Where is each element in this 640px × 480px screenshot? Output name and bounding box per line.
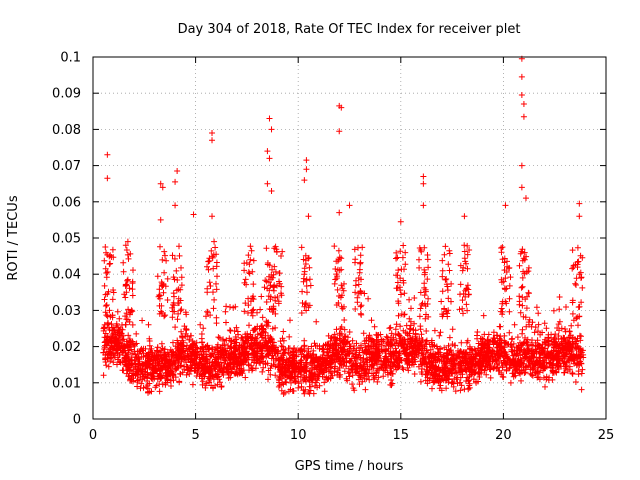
roti-outlier-point: [104, 175, 111, 182]
y-tick-label: 0.08: [52, 123, 81, 138]
roti-outlier-point: [190, 211, 197, 218]
roti-outlier-point: [336, 209, 343, 216]
roti-outlier-point: [157, 180, 164, 187]
roti-outlier-point: [102, 244, 109, 251]
roti-outlier-point: [518, 184, 525, 191]
y-tick-label: 0.09: [52, 87, 81, 102]
roti-outlier-point: [124, 238, 131, 245]
roti-outlier-point: [303, 166, 310, 173]
roti-outlier-point: [520, 113, 527, 120]
axis-ticks: [92, 56, 607, 420]
y-axis-label: ROTI / TECUs: [6, 195, 21, 280]
x-tick-label: 15: [393, 428, 410, 443]
roti-outlier-point: [268, 187, 275, 194]
x-axis-label: GPS time / hours: [295, 459, 404, 474]
y-tick-label: 0.04: [52, 268, 81, 283]
roti-outlier-point: [518, 162, 525, 169]
roti-outlier-point: [159, 184, 166, 191]
roti-outlier-point: [211, 238, 218, 245]
x-tick-label: 5: [191, 428, 199, 443]
roti-outlier-point: [104, 151, 111, 158]
roti-outlier-point: [268, 126, 275, 133]
roti-outlier-point: [174, 168, 181, 175]
roti-outlier-point: [420, 180, 427, 187]
roti-outlier-point: [209, 213, 216, 220]
y-tick-label: 0.05: [52, 232, 81, 247]
roti-outlier-point: [305, 213, 312, 220]
roti-outlier-point: [520, 101, 527, 108]
roti-outlier-point: [172, 178, 179, 185]
x-tick-label: 25: [598, 428, 615, 443]
tick-labels: 0 5 10 15 20 25 0 0.01 0.02 0.03 0.04 0.05 0.06 0.07 0…: [52, 51, 614, 444]
roti-outlier-point: [576, 200, 583, 207]
data-points: [100, 55, 587, 397]
x-tick-label: 20: [495, 428, 512, 443]
roti-outlier-point: [336, 128, 343, 135]
roti-outlier-point: [397, 218, 404, 225]
roti-outlier-point: [338, 104, 345, 111]
y-tick-label: 0: [73, 413, 81, 428]
roti-outlier-point: [518, 73, 525, 80]
y-tick-label: 0.07: [52, 159, 81, 174]
roti-outlier-point: [209, 130, 216, 137]
roti-outlier-point: [576, 213, 583, 220]
y-tick-label: 0.1: [60, 51, 81, 66]
roti-outlier-point: [576, 271, 583, 278]
roti-outlier-point: [122, 242, 129, 249]
roti-outlier-point: [264, 148, 271, 155]
roti-outlier-point: [420, 202, 427, 209]
roti-outlier-point: [522, 195, 529, 202]
y-tick-label: 0.01: [52, 376, 81, 391]
roti-outlier-point: [303, 157, 310, 164]
y-tick-label: 0.03: [52, 304, 81, 319]
roti-outlier-point: [172, 202, 179, 209]
roti-outlier-point: [346, 202, 353, 209]
roti-outlier-point: [264, 180, 271, 187]
roti-outlier-point: [209, 137, 216, 144]
y-tick-label: 0.02: [52, 340, 81, 355]
y-tick-label: 0.06: [52, 195, 81, 210]
x-tick-label: 10: [290, 428, 307, 443]
x-tick-label: 0: [89, 428, 97, 443]
roti-outlier-point: [266, 155, 273, 162]
roti-outlier-point: [518, 92, 525, 99]
chart-title: Day 304 of 2018, Rate Of TEC Index for r…: [178, 22, 521, 37]
roti-outlier-point: [420, 173, 427, 180]
roti-outlier-point: [502, 202, 509, 209]
roti-outlier-point: [157, 216, 164, 223]
roti-outlier-point: [266, 115, 273, 122]
roti-outlier-point: [461, 213, 468, 220]
roti-point-cloud: [100, 242, 587, 397]
roti-outlier-point: [301, 177, 308, 184]
